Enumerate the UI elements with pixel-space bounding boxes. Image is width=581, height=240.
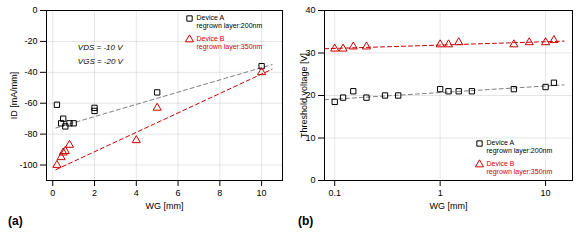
svg-text:-40: -40 xyxy=(24,67,37,77)
svg-text:20: 20 xyxy=(305,90,316,101)
svg-text:30: 30 xyxy=(305,47,316,58)
svg-text:Device Aregrown layer:200nm: Device Aregrown layer:200nm xyxy=(487,139,553,155)
svg-text:1: 1 xyxy=(438,188,443,198)
svg-text:WG [mm]: WG [mm] xyxy=(430,201,468,211)
svg-text:10: 10 xyxy=(541,188,551,198)
svg-text:4: 4 xyxy=(134,188,139,198)
svg-text:Threshold voltage [V]: Threshold voltage [V] xyxy=(299,53,309,138)
svg-text:ID [mA/mm]: ID [mA/mm] xyxy=(9,72,19,120)
svg-text:-80: -80 xyxy=(24,129,37,139)
svg-text:0: 0 xyxy=(50,188,55,198)
html-text:(a): (a) xyxy=(8,214,23,228)
svg-text:Device Bregrown layer:350nm: Device Bregrown layer:350nm xyxy=(487,160,553,176)
svg-text:40: 40 xyxy=(305,5,315,15)
svg-text:8: 8 xyxy=(217,188,222,198)
svg-text:6: 6 xyxy=(176,188,181,198)
svg-text:0.1: 0.1 xyxy=(328,188,341,198)
svg-text:VGS = -20 V: VGS = -20 V xyxy=(78,57,124,66)
svg-text:-100: -100 xyxy=(19,160,37,170)
svg-text:WG [mm]: WG [mm] xyxy=(146,201,184,211)
svg-text:Device Aregrown layer:200nm: Device Aregrown layer:200nm xyxy=(197,14,263,30)
html-text:(b): (b) xyxy=(298,214,314,228)
svg-text:-60: -60 xyxy=(24,98,37,108)
svg-text:0: 0 xyxy=(32,5,37,15)
svg-text:0: 0 xyxy=(310,175,315,185)
svg-text:10: 10 xyxy=(257,188,267,198)
svg-text:-20: -20 xyxy=(24,36,37,46)
svg-text:Device Bregrown layer:350nm: Device Bregrown layer:350nm xyxy=(197,35,263,51)
svg-text:2: 2 xyxy=(92,188,97,198)
svg-text:VDS = -10 V: VDS = -10 V xyxy=(78,43,123,52)
svg-text:10: 10 xyxy=(305,132,316,143)
